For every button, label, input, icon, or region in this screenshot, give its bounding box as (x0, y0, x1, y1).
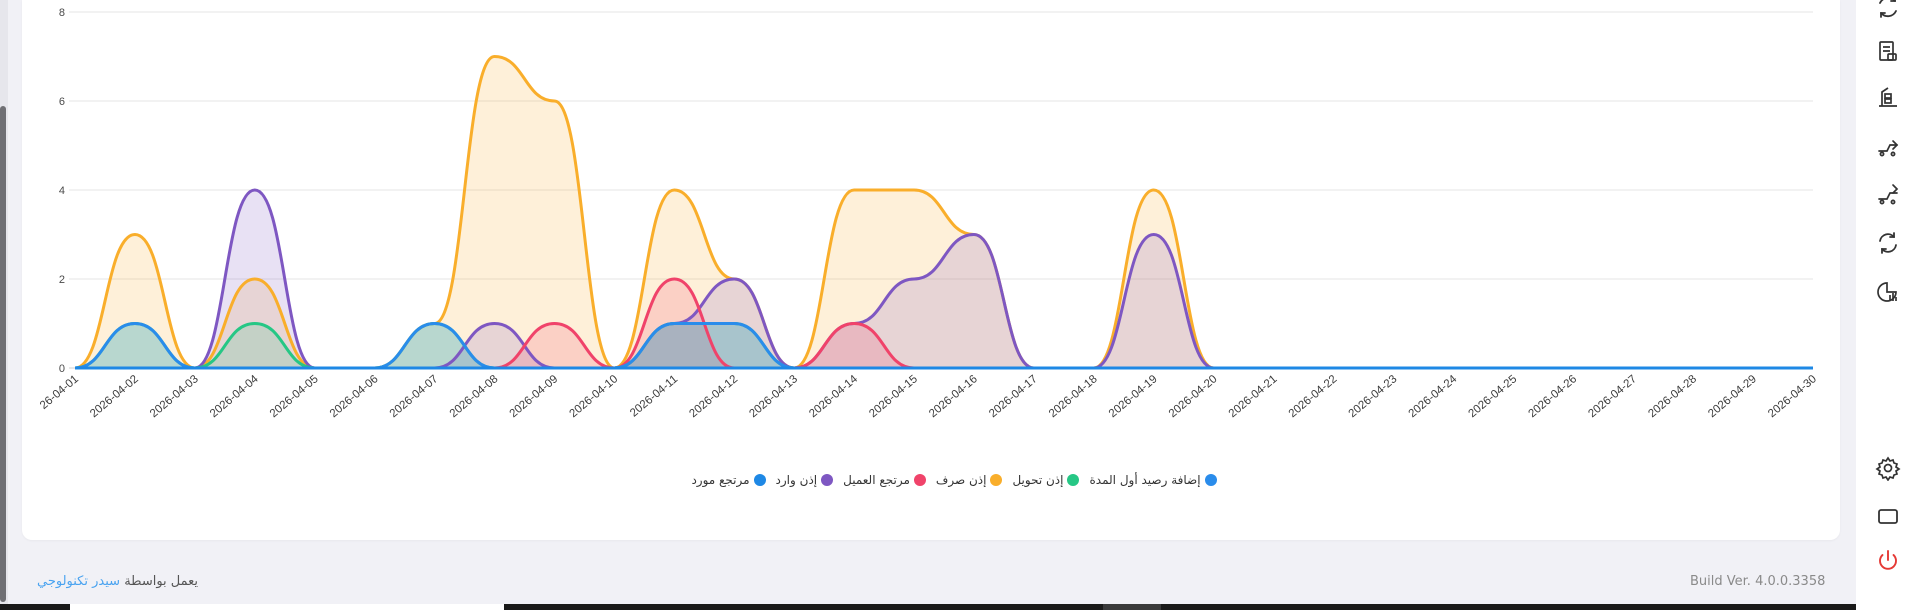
legend-swatch (821, 474, 834, 486)
x-tick-label: 2026-04-15 (867, 373, 920, 420)
x-tick-label: 2026-04-28 (1646, 373, 1699, 420)
legend-swatch (753, 474, 766, 486)
x-tick-label: 2026-04-08 (448, 373, 501, 420)
legend-item[interactable]: إذن وارد (771, 473, 839, 487)
x-tick-label: 2026-04-20 (1167, 373, 1220, 420)
y-tick-label: 2 (59, 274, 65, 286)
x-tick-label: 2026-04-18 (1047, 373, 1100, 420)
x-tick-label: 2026-04-17 (987, 373, 1040, 420)
y-tick-label: 6 (59, 96, 65, 108)
x-tick-label: 2026-04-13 (747, 373, 800, 420)
inventory-icon[interactable] (1875, 84, 1901, 110)
chart-icon[interactable] (1875, 279, 1901, 305)
powered-by-label: يعمل بواسطة (124, 574, 199, 589)
settings-icon[interactable] (1875, 455, 1901, 482)
x-tick-label: 2026-04-05 (268, 373, 321, 420)
taskbar-strip (0, 604, 1856, 610)
series-area (75, 323, 1813, 368)
legend-label: إذن وارد (775, 473, 818, 487)
legend-item[interactable]: إذن تحويل (1007, 473, 1084, 487)
legend-label: إضافة رصيد أول المدة (1089, 473, 1201, 487)
x-tick-label: 2026-04-29 (1706, 373, 1759, 420)
series-area (75, 323, 1813, 368)
x-tick-label: 2026-04-19 (1107, 373, 1160, 420)
window-icon[interactable] (1875, 503, 1901, 529)
x-tick-label: 2026-04-16 (927, 373, 980, 420)
chart-legend: مرتجع مورد إذن وارد مرتجع العميل إذن صرف إذن… (691, 471, 1217, 489)
x-tick-label: 26-04-01 (38, 373, 81, 412)
y-tick-label: 8 (59, 7, 65, 19)
chart-lines (74, 55, 1813, 370)
x-tick-label: 2026-04-09 (508, 373, 561, 420)
y-tick-label: 0 (59, 363, 65, 375)
legend-swatch (913, 474, 926, 486)
chart-card: 0 2 4 6 8 26-04-01 2026-04-02 2026-04-03 2026-04… (22, 0, 1840, 540)
x-tick-label: 2026-04-21 (1227, 373, 1280, 420)
right-sidebar (1856, 0, 1919, 610)
transfer-icon[interactable] (1875, 133, 1901, 159)
x-tick-label: 2026-04-12 (687, 373, 740, 420)
sync-icon[interactable] (1875, 230, 1901, 256)
left-scrollbar-track[interactable] (0, 0, 8, 610)
transfer-out-icon[interactable] (1875, 181, 1901, 207)
legend-item[interactable]: مرتجع مورد (686, 473, 770, 487)
x-tick-label: 2026-04-14 (807, 373, 860, 420)
x-tick-label: 2026-04-10 (568, 373, 621, 420)
receipt-icon[interactable] (1875, 39, 1901, 65)
brand-link[interactable]: سيدر تكنولوجي (37, 574, 121, 589)
x-tick-label: 2026-04-06 (328, 373, 381, 420)
x-tick-label: 2026-04-03 (148, 373, 201, 420)
power-icon[interactable] (1875, 548, 1901, 574)
powered-by: يعمل بواسطة سيدر تكنولوجي (37, 574, 198, 589)
legend-label: مرتجع العميل (843, 473, 910, 487)
build-version: Build Ver. 4.0.0.3358 (1690, 574, 1826, 589)
x-tick-label: 2026-04-11 (628, 373, 680, 419)
x-tick-label: 2026-04-25 (1466, 373, 1519, 420)
legend-label: إذن تحويل (1012, 473, 1064, 487)
x-tick-label: 2026-04-23 (1347, 373, 1400, 420)
x-tick-label: 2026-04-24 (1407, 373, 1460, 420)
legend-swatch (1204, 474, 1217, 486)
x-tick-label: 2026-04-07 (388, 373, 441, 420)
y-tick-label: 4 (59, 185, 65, 197)
legend-swatch (990, 474, 1003, 486)
legend-item[interactable]: إضافة رصيد أول المدة (1084, 473, 1221, 487)
x-tick-label: 2026-04-22 (1287, 373, 1340, 420)
series-area (75, 190, 1813, 368)
refresh-icon[interactable] (1875, 0, 1901, 20)
legend-label: إذن صرف (935, 473, 987, 487)
x-tick-label: 2026-04-27 (1586, 373, 1639, 420)
x-tick-label: 2026-04-04 (208, 373, 261, 420)
legend-label: مرتجع مورد (691, 473, 750, 487)
left-scrollbar-thumb[interactable] (0, 106, 6, 602)
x-tick-label: 2026-04-26 (1526, 373, 1579, 420)
legend-item[interactable]: مرتجع العميل (838, 473, 931, 487)
x-tick-label: 2026-04-02 (88, 373, 141, 420)
legend-swatch (1067, 474, 1080, 486)
x-tick-label: 2026-04-30 (1766, 373, 1819, 420)
legend-item[interactable]: إذن صرف (931, 473, 1008, 487)
